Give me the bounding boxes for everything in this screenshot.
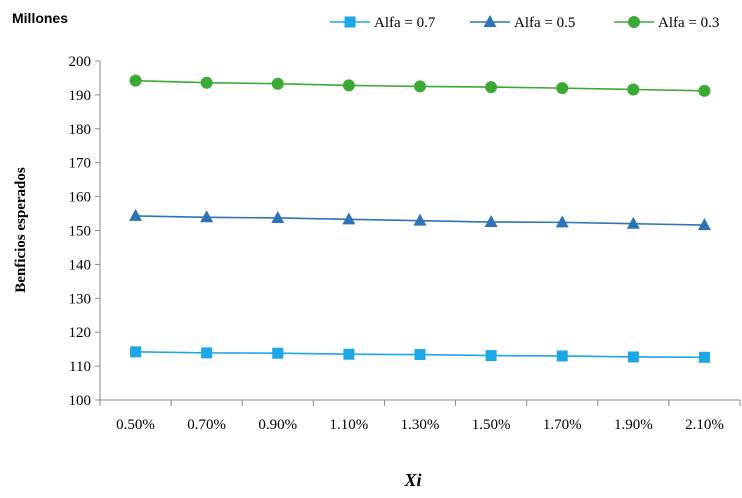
y-tick-label: 190 xyxy=(69,88,92,104)
legend-item: Alfa = 0.7 xyxy=(330,15,436,31)
y-tick-label: 200 xyxy=(69,54,92,70)
y-axis-ticks: 100 110 120 130 140 150 160 170 180 190 200 xyxy=(69,54,100,409)
data-point xyxy=(200,76,213,89)
data-point xyxy=(485,350,497,362)
data-point xyxy=(271,77,284,90)
x-tick-label: 2.10% xyxy=(685,417,724,433)
x-tick-label: 1.70% xyxy=(543,417,582,433)
data-point xyxy=(272,347,284,359)
data-point xyxy=(556,350,568,362)
x-tick-label: 1.30% xyxy=(401,417,440,433)
data-point xyxy=(129,74,142,87)
data-point xyxy=(627,351,639,363)
y-tick-label: 130 xyxy=(69,291,92,307)
data-point xyxy=(555,215,569,228)
series-1 xyxy=(130,346,710,363)
legend-label: Alfa = 0.7 xyxy=(374,15,436,31)
legend: Alfa = 0.7 Alfa = 0.5 Alfa = 0.3 xyxy=(330,15,719,31)
series-group xyxy=(129,74,711,363)
data-point xyxy=(484,215,498,228)
data-point xyxy=(342,212,356,225)
data-point xyxy=(200,210,214,223)
data-point xyxy=(271,210,285,223)
x-tick-label: 1.50% xyxy=(472,417,511,433)
y-tick-label: 180 xyxy=(69,122,92,138)
x-tick-label: 1.10% xyxy=(330,417,369,433)
data-point xyxy=(342,79,355,92)
data-point xyxy=(343,348,355,360)
data-point xyxy=(556,82,569,95)
data-point xyxy=(130,346,142,358)
x-tick-label: 0.90% xyxy=(258,417,297,433)
y-tick-label: 100 xyxy=(69,393,92,409)
legend-label: Alfa = 0.3 xyxy=(658,15,719,31)
data-point xyxy=(414,349,426,361)
series-3 xyxy=(129,74,711,97)
data-point xyxy=(414,80,426,93)
y-axis-title: Benficios esperados xyxy=(13,167,29,293)
data-point xyxy=(698,84,711,97)
units-label: Millones xyxy=(12,10,68,26)
data-point xyxy=(201,347,213,359)
data-point xyxy=(626,216,640,229)
y-tick-label: 170 xyxy=(69,156,92,172)
legend-item: Alfa = 0.3 xyxy=(614,15,719,31)
legend-label: Alfa = 0.5 xyxy=(514,15,575,31)
legend-item: Alfa = 0.5 xyxy=(470,15,575,31)
y-tick-label: 140 xyxy=(69,257,92,273)
legend-marker xyxy=(483,15,497,27)
data-point xyxy=(627,83,640,96)
legend-marker xyxy=(628,16,640,28)
data-point xyxy=(697,218,711,231)
x-tick-label: 0.50% xyxy=(116,417,155,433)
y-tick-label: 110 xyxy=(69,359,91,375)
x-tick-label: 1.90% xyxy=(614,417,653,433)
data-point xyxy=(485,81,498,94)
data-point xyxy=(413,213,427,226)
x-tick-label: 0.70% xyxy=(187,417,226,433)
y-tick-label: 120 xyxy=(69,325,92,341)
x-axis-title: Xi xyxy=(403,470,421,490)
x-axis-ticks: 0.50% 0.70% 0.90% 1.10% 1.30% 1.50% 1.70% 1.90%… xyxy=(99,400,741,433)
y-tick-label: 150 xyxy=(69,224,92,240)
data-point xyxy=(129,208,143,221)
data-point xyxy=(698,351,710,363)
series-2 xyxy=(129,208,711,231)
legend-marker xyxy=(344,16,356,28)
y-tick-label: 160 xyxy=(69,190,92,206)
